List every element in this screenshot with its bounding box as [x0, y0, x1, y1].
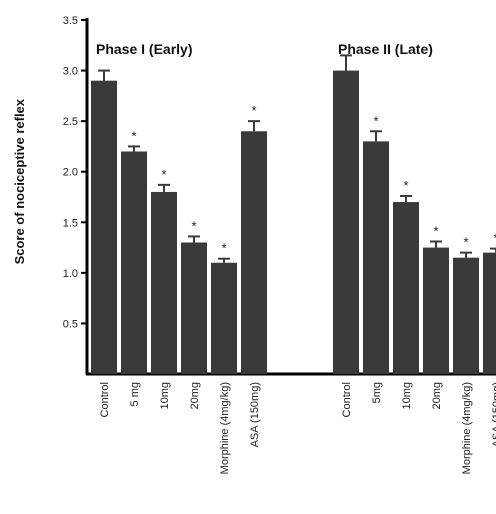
phase-title: Phase II (Late): [338, 41, 433, 57]
significance-star: *: [221, 241, 226, 256]
significance-star: *: [493, 231, 496, 246]
significance-star: *: [251, 103, 256, 118]
y-tick-label: 0.5: [63, 318, 78, 330]
significance-star: *: [373, 113, 378, 128]
significance-star: *: [463, 235, 468, 250]
bar: [333, 70, 359, 375]
category-label: Control: [341, 382, 353, 417]
bar: [121, 151, 147, 374]
category-label: Morphine (4mg/kg): [461, 382, 473, 474]
category-label: Control: [99, 382, 111, 417]
bar: [393, 202, 419, 374]
bar: [483, 252, 496, 374]
significance-star: *: [131, 128, 136, 143]
y-axis-label: Score of nociceptive reflex: [12, 98, 27, 264]
bar: [91, 80, 117, 374]
bar: [211, 262, 237, 374]
bar: [363, 141, 389, 374]
bar: [241, 131, 267, 374]
y-tick-label: 2.0: [63, 167, 78, 179]
category-label: 10mg: [401, 382, 413, 410]
category-label: 5 mg: [129, 382, 141, 406]
bar: [181, 242, 207, 374]
bar: [151, 191, 177, 374]
category-label: ASA (150mg): [249, 382, 261, 447]
category-label: 10mg: [159, 382, 171, 410]
significance-star: *: [433, 224, 438, 239]
category-label: ASA (150mg): [491, 382, 496, 447]
y-tick-label: 2.5: [63, 116, 78, 128]
y-tick-label: 1.0: [63, 268, 78, 280]
y-tick-label: 1.5: [63, 217, 78, 229]
y-tick-label: 3.5: [63, 15, 78, 27]
bar: [453, 257, 479, 374]
bar: [423, 247, 449, 374]
significance-star: *: [403, 178, 408, 193]
category-label: 20mg: [189, 382, 201, 410]
category-label: Morphine (4mg/kg): [219, 382, 231, 474]
phase-title: Phase I (Early): [96, 41, 193, 57]
category-label: 5mg: [371, 382, 383, 403]
y-tick-label: 3.0: [63, 66, 78, 78]
significance-star: *: [191, 218, 196, 233]
significance-star: *: [161, 167, 166, 182]
category-label: 20mg: [431, 382, 443, 410]
